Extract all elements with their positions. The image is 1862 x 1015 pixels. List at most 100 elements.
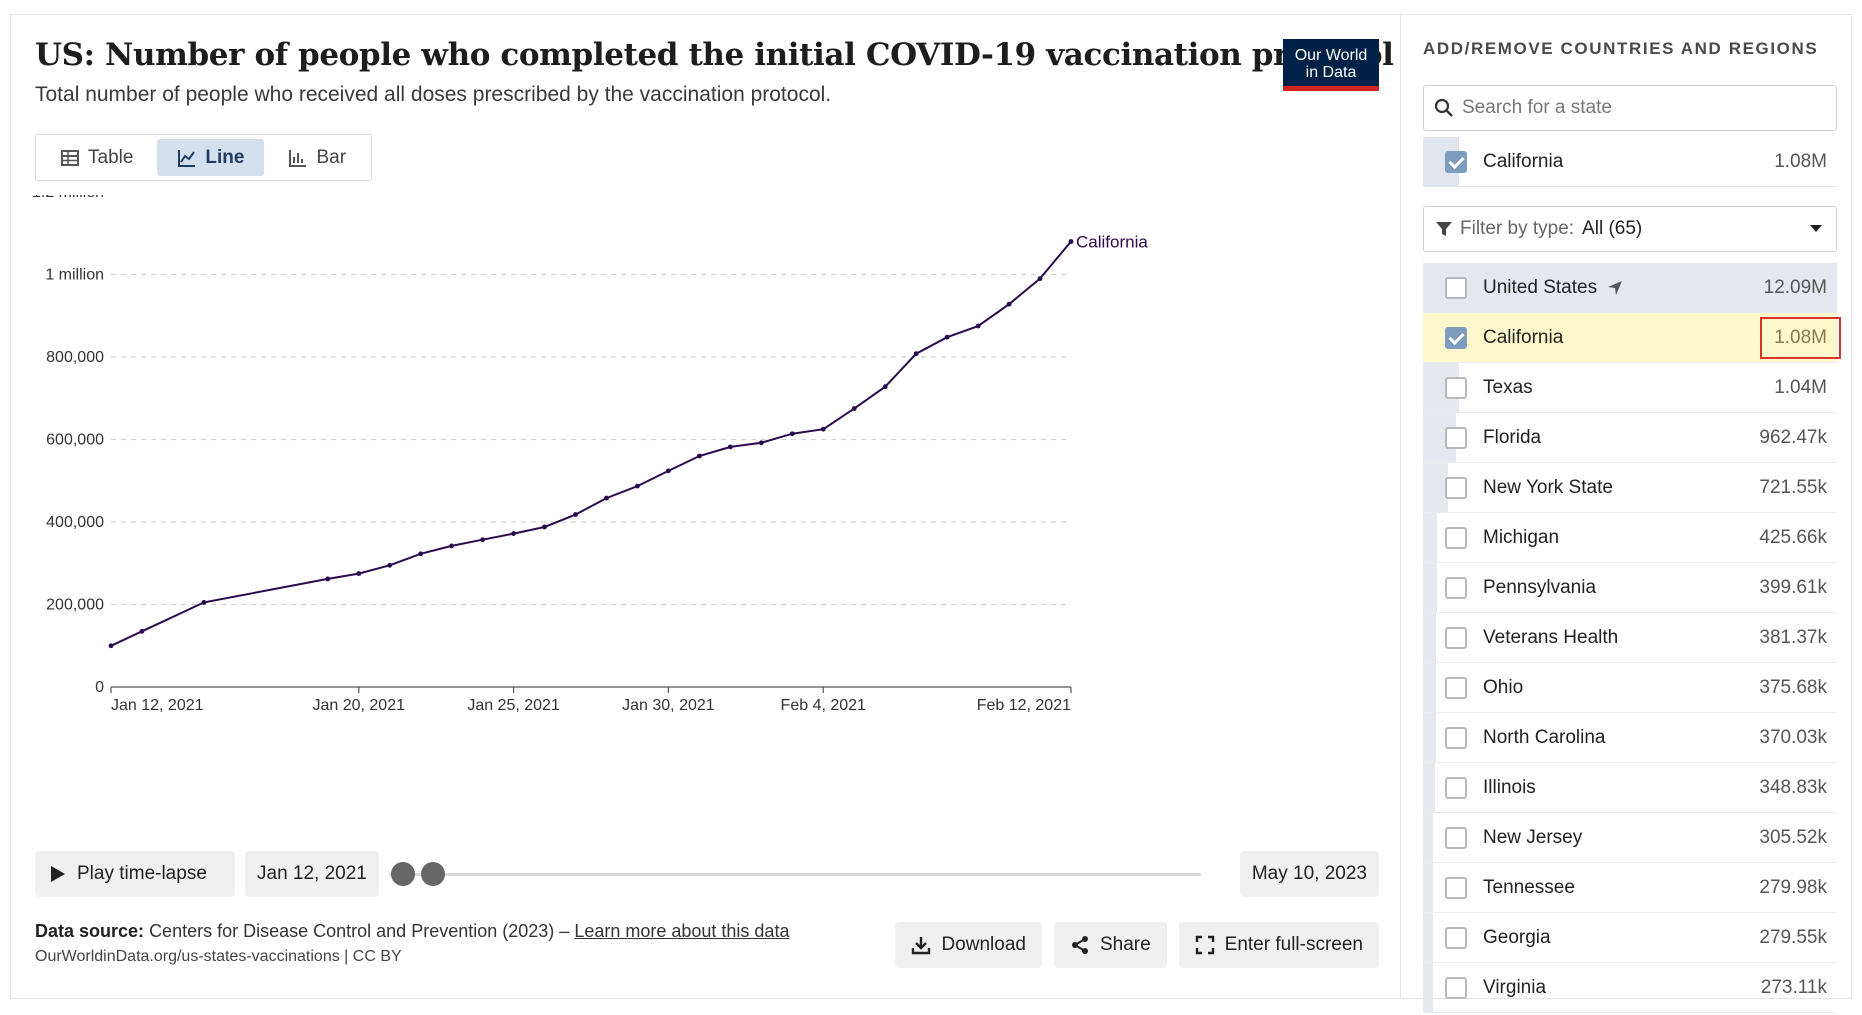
data-point[interactable] (666, 468, 671, 474)
entity-row[interactable]: Pennsylvania 399.61k (1423, 563, 1837, 613)
data-point[interactable] (696, 453, 702, 459)
selected-entity-row[interactable]: California 1.08M (1423, 137, 1837, 187)
data-point[interactable] (1068, 239, 1074, 244)
entity-checkbox[interactable] (1445, 326, 1467, 349)
data-point[interactable] (480, 537, 486, 543)
entity-value-bar (1423, 263, 1837, 312)
entity-checkbox[interactable] (1445, 576, 1467, 599)
entity-row[interactable]: Texas 1.04M (1423, 363, 1837, 413)
entity-value: 370.03k (1759, 726, 1827, 748)
entity-row[interactable]: Illinois 348.83k (1423, 763, 1837, 813)
data-point[interactable] (851, 406, 857, 411)
owid-logo[interactable]: Our World in Data (1283, 39, 1379, 91)
entity-row[interactable]: New Jersey 305.52k (1423, 813, 1837, 863)
entity-row[interactable]: North Carolina 370.03k (1423, 713, 1837, 763)
entity-value: 279.98k (1759, 876, 1827, 898)
entity-name-text: Michigan (1483, 526, 1560, 548)
entity-checkbox[interactable] (1445, 926, 1467, 949)
entity-checkbox[interactable] (1445, 626, 1467, 649)
data-point[interactable] (635, 483, 640, 489)
play-icon (51, 866, 65, 882)
share-button[interactable]: Share (1053, 922, 1167, 968)
data-point[interactable] (108, 643, 114, 649)
entity-checkbox[interactable] (1445, 376, 1467, 399)
entity-value-bar (1423, 763, 1435, 812)
end-date-chip[interactable]: May 10, 2023 (1239, 851, 1379, 897)
play-timelapse-button[interactable]: Play time-lapse (35, 851, 235, 897)
timeline-track[interactable] (389, 873, 1201, 876)
data-point[interactable] (1037, 276, 1043, 282)
start-date-chip[interactable]: Jan 12, 2021 (245, 851, 379, 897)
logo-line-1: Our World (1294, 47, 1368, 64)
entity-value: 375.68k (1759, 676, 1827, 698)
entity-checkbox[interactable] (1445, 476, 1467, 499)
data-point[interactable] (758, 440, 764, 446)
tab-bar[interactable]: Bar (268, 139, 366, 176)
data-point[interactable] (789, 431, 795, 437)
learn-more-link[interactable]: Learn more about this data (574, 921, 790, 941)
entity-name-text: California (1483, 326, 1564, 348)
entity-row[interactable]: Tennessee 279.98k (1423, 863, 1837, 913)
data-point[interactable] (573, 512, 578, 517)
data-point[interactable] (1006, 301, 1012, 307)
expand-icon (1195, 935, 1214, 955)
data-point[interactable] (975, 323, 981, 329)
chevron-down-icon (1810, 225, 1822, 232)
x-tick-label: Jan 25, 2021 (467, 697, 560, 714)
entity-row[interactable]: United States 12.09M (1423, 263, 1837, 313)
entity-checkbox[interactable] (1445, 826, 1467, 849)
data-point[interactable] (418, 551, 424, 557)
tab-table[interactable]: Table (40, 139, 153, 176)
entity-value: 425.66k (1759, 526, 1827, 548)
timeline-start-handle[interactable] (391, 862, 415, 886)
axis-layer: 0 200,000 400,000 600,000 800,000 1 million 1.… (32, 195, 1072, 714)
data-point[interactable] (820, 426, 826, 432)
data-point[interactable] (604, 495, 609, 501)
entity-checkbox[interactable] (1445, 526, 1467, 549)
entity-checkbox[interactable] (1445, 876, 1467, 899)
entity-row[interactable]: New York State 721.55k (1423, 463, 1837, 513)
data-point[interactable] (913, 351, 919, 357)
entity-row[interactable]: Michigan 425.66k (1423, 513, 1837, 563)
data-point[interactable] (201, 600, 207, 605)
timeline-end-handle[interactable] (421, 862, 445, 886)
entity-checkbox[interactable] (1445, 776, 1467, 799)
data-point[interactable] (542, 524, 547, 530)
entity-checkbox[interactable] (1445, 726, 1467, 749)
data-point[interactable] (325, 576, 331, 582)
entity-row[interactable]: Veterans Health 381.37k (1423, 613, 1837, 663)
data-point[interactable] (727, 444, 733, 450)
filter-dropdown[interactable]: Filter by type: All (65) (1423, 206, 1837, 252)
entity-checkbox[interactable] (1445, 276, 1467, 299)
tab-bar-label: Bar (316, 146, 347, 168)
entity-checkbox[interactable] (1445, 676, 1467, 699)
series-line-california[interactable] (110, 240, 1072, 647)
entity-row[interactable]: California 1.08M (1423, 313, 1841, 363)
entity-value-bar (1423, 663, 1436, 712)
data-point[interactable] (882, 384, 888, 390)
download-button[interactable]: Download (895, 922, 1042, 968)
data-point[interactable] (449, 543, 455, 549)
fullscreen-button[interactable]: Enter full-screen (1178, 922, 1379, 968)
data-point[interactable] (944, 334, 950, 340)
entity-value: 381.37k (1759, 626, 1827, 648)
entity-row[interactable]: Florida 962.47k (1423, 413, 1837, 463)
data-point[interactable] (139, 628, 145, 634)
table-icon (61, 149, 79, 166)
tab-line[interactable]: Line (157, 139, 265, 176)
entity-name: North Carolina (1483, 727, 1606, 749)
entity-row[interactable]: Virginia 273.11k (1423, 963, 1837, 1013)
entity-checkbox[interactable] (1445, 426, 1467, 449)
selected-entity-checkbox[interactable] (1445, 150, 1467, 173)
entity-row[interactable]: Ohio 375.68k (1423, 663, 1837, 713)
entity-checkbox[interactable] (1445, 976, 1467, 999)
data-point[interactable] (356, 571, 362, 576)
data-point[interactable] (387, 562, 393, 568)
entity-name: Pennsylvania (1483, 577, 1596, 599)
entity-row[interactable]: Georgia 279.55k (1423, 913, 1837, 963)
line-chart: 0 200,000 400,000 600,000 800,000 1 million 1.… (11, 195, 1399, 855)
data-point[interactable] (511, 531, 516, 536)
entity-value-bar (1423, 863, 1434, 912)
search-input[interactable] (1462, 97, 1822, 119)
entity-value: 399.61k (1759, 576, 1827, 598)
